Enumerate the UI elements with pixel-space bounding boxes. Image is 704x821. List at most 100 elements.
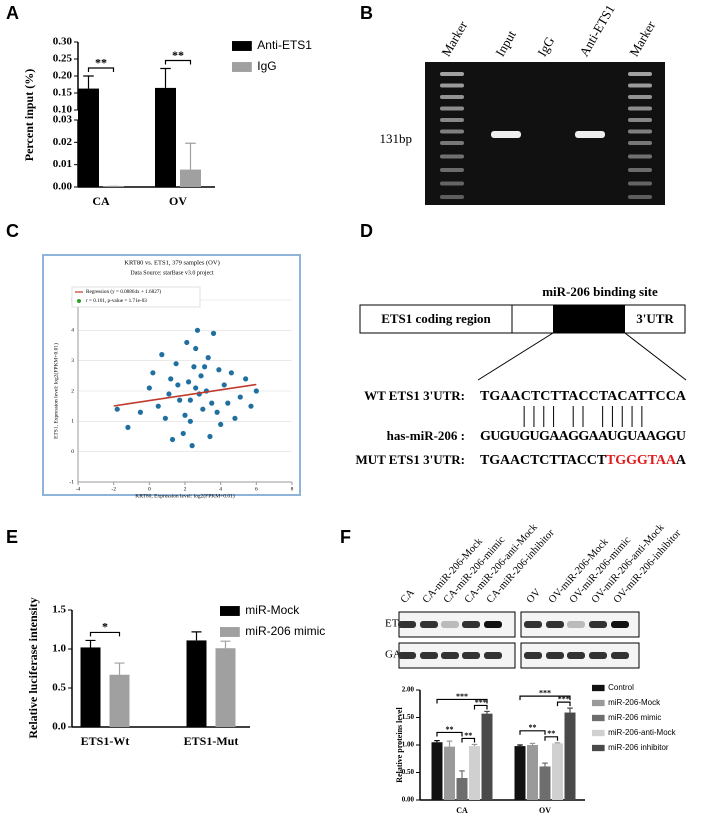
x-tick-label: OV bbox=[539, 806, 551, 815]
point bbox=[207, 433, 213, 440]
bar bbox=[456, 778, 468, 800]
ladder-band bbox=[440, 195, 464, 199]
blot-band bbox=[524, 652, 542, 659]
significance-label: ** bbox=[172, 48, 184, 62]
seq-label: has-miR-206 : bbox=[387, 428, 465, 443]
chart-title: KRT80 vs. ETS1, 379 samples (OV) bbox=[124, 259, 219, 266]
legend-swatch bbox=[220, 606, 240, 616]
legend-label: IgG bbox=[257, 59, 276, 73]
error-bar bbox=[191, 631, 202, 641]
point bbox=[232, 415, 238, 421]
blot-band bbox=[398, 652, 416, 659]
point bbox=[125, 424, 131, 430]
legend-label: miR-206 mimic bbox=[608, 713, 661, 722]
bar bbox=[552, 743, 563, 800]
ladder-band bbox=[440, 154, 464, 159]
point bbox=[182, 412, 188, 418]
legend-swatch bbox=[592, 699, 605, 707]
ladder-band bbox=[440, 118, 464, 122]
significance-bracket bbox=[436, 731, 463, 737]
panel-label: D bbox=[360, 221, 373, 241]
y-axis-label: Percent input (%) bbox=[22, 69, 36, 161]
legend-label: miR-206 inhibitor bbox=[608, 743, 669, 752]
x-tick-label: -4 bbox=[76, 486, 81, 492]
point bbox=[216, 367, 222, 373]
seq-label: WT ETS1 3'UTR: bbox=[364, 388, 465, 403]
blot-band bbox=[524, 621, 542, 628]
regression-line bbox=[113, 383, 257, 407]
y-tick-label: 0.00 bbox=[53, 181, 73, 193]
point bbox=[177, 397, 183, 403]
x-tick-label: -2 bbox=[111, 486, 116, 492]
point bbox=[193, 345, 199, 352]
legend-swatch bbox=[220, 627, 240, 637]
significance-bracket bbox=[556, 701, 571, 707]
point bbox=[155, 403, 161, 409]
ladder-band bbox=[440, 168, 464, 172]
x-tick-label: 2 bbox=[184, 486, 187, 492]
point bbox=[248, 403, 254, 409]
ladder-band bbox=[628, 154, 652, 159]
legend-label: Regression (y = 0.08864x + 1.6827) bbox=[86, 288, 161, 295]
point bbox=[189, 443, 195, 449]
error-bar bbox=[114, 662, 125, 675]
panel-label: A bbox=[6, 3, 19, 23]
ladder-band bbox=[628, 141, 652, 145]
significance-bracket bbox=[436, 698, 488, 704]
y-tick-label: 0.50 bbox=[402, 768, 415, 776]
y-tick-label: 0.03 bbox=[53, 114, 73, 126]
error-bar bbox=[517, 744, 523, 747]
site-label: miR-206 binding site bbox=[542, 284, 658, 299]
y-tick-label: 0.01 bbox=[53, 158, 72, 170]
legend-swatch bbox=[592, 684, 605, 692]
gel-image bbox=[425, 62, 665, 205]
panel-label: B bbox=[360, 3, 373, 23]
point bbox=[193, 385, 199, 391]
x-tick-label: ETS1-Wt bbox=[81, 734, 130, 748]
point bbox=[218, 421, 224, 427]
ladder-band bbox=[628, 181, 652, 186]
error-bar bbox=[220, 640, 231, 649]
y-tick-label: 0.20 bbox=[53, 70, 73, 82]
y-tick-label: 0.15 bbox=[53, 87, 73, 99]
ladder-band bbox=[440, 106, 464, 111]
ladder-band bbox=[628, 118, 652, 122]
point bbox=[185, 379, 192, 385]
significance-label: ** bbox=[446, 725, 454, 734]
y-tick-label: 2.00 bbox=[402, 686, 415, 694]
point bbox=[146, 385, 152, 391]
significance-label: * bbox=[102, 620, 108, 634]
bar bbox=[78, 88, 99, 187]
bar bbox=[444, 746, 455, 800]
point bbox=[114, 406, 120, 412]
panel-label: C bbox=[6, 221, 19, 241]
y-tick-label: 1.5 bbox=[52, 604, 66, 616]
bar bbox=[469, 746, 480, 800]
blot-band bbox=[589, 621, 607, 628]
point bbox=[166, 391, 172, 397]
x-tick-label: CA bbox=[456, 806, 468, 815]
lane-label: IgG bbox=[534, 34, 557, 59]
x-tick-label: 0 bbox=[148, 486, 151, 492]
significance-label: *** bbox=[558, 694, 570, 703]
point bbox=[243, 376, 249, 382]
legend-label: miR-206-Mock bbox=[608, 698, 661, 707]
point bbox=[168, 376, 174, 382]
x-tick-label: CA bbox=[92, 194, 110, 208]
lane-label: Input bbox=[492, 27, 519, 59]
blot-band bbox=[484, 652, 502, 659]
x-tick-label: 8 bbox=[291, 486, 294, 492]
blot-band bbox=[484, 621, 502, 628]
y-tick-label: 1.50 bbox=[402, 713, 415, 721]
ladder-band bbox=[440, 129, 464, 134]
y-tick-label: 4 bbox=[71, 328, 74, 334]
significance-label: ** bbox=[464, 731, 472, 740]
point bbox=[137, 409, 144, 415]
significance-bracket bbox=[461, 737, 476, 743]
legend-label: Control bbox=[608, 683, 634, 692]
significance-label: *** bbox=[539, 688, 551, 697]
error-bar bbox=[554, 742, 561, 744]
y-axis-label: Relative proteins level bbox=[395, 707, 404, 783]
point bbox=[180, 430, 186, 437]
blot-band bbox=[589, 652, 607, 659]
